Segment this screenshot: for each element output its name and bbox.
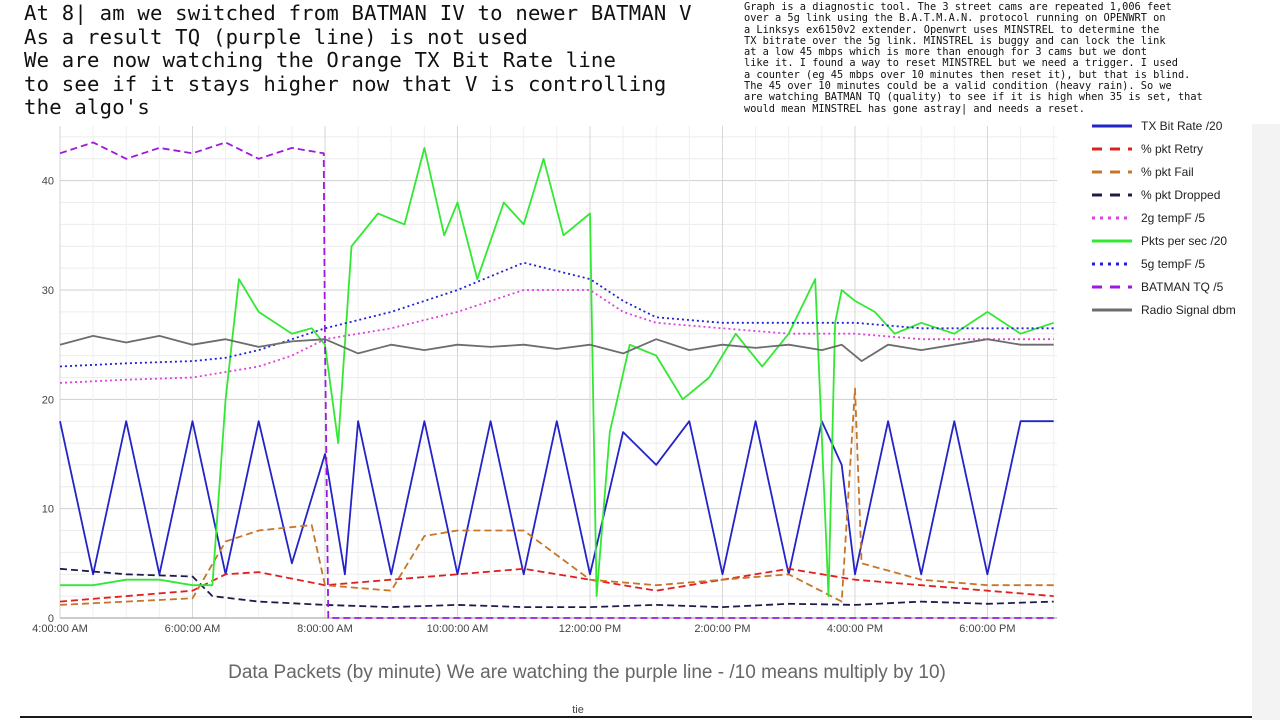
y-axis-ticks: 0 10 20 30 40	[42, 176, 54, 625]
series-line-2g-tempf-5	[59, 289, 1054, 384]
legend-label: BATMAN TQ /5	[1141, 280, 1224, 294]
note-line: The 45 over 10 minutes could be a valid …	[744, 80, 1172, 93]
header-mask	[0, 0, 1280, 124]
note-line: at a low 45 mbps which is more than enou…	[744, 46, 1147, 59]
x-axis-ticks: 4:00:00 AM 6:00:00 AM 8:00:00 AM 10:00:00 A…	[32, 623, 1015, 635]
note-line: like it. I found a way to reset MINSTREL…	[744, 57, 1178, 70]
y-tick-label: 40	[42, 176, 54, 188]
legend-label: % pkt Retry	[1141, 142, 1203, 156]
series-layer	[59, 141, 1054, 619]
annotation-line: the algo's	[24, 95, 150, 119]
x-tick-label: 4:00:00 AM	[32, 623, 88, 635]
series-line-batman-tq-5	[59, 141, 1054, 619]
note-line: a Linksys ex6150v2 extender. Openwrt use…	[744, 23, 1160, 36]
x-tick-label: 10:00:00 AM	[427, 623, 489, 635]
series-line-pkt-fail	[59, 387, 1054, 606]
legend: TX Bit Rate /20 % pkt Retry % pkt Fail % pk…	[1092, 119, 1236, 317]
x-tick-label: 2:00:00 PM	[694, 623, 750, 635]
note-line: TX bitrate over the 5g link. MINSTREL is…	[744, 34, 1166, 47]
legend-label: TX Bit Rate /20	[1141, 119, 1223, 133]
legend-label: Radio Signal dbm	[1141, 303, 1236, 317]
footer-label: tie	[572, 704, 584, 716]
note-line: over a 5g link using the B.A.T.M.A.N. pr…	[744, 12, 1166, 25]
x-tick-label: 12:00:00 PM	[559, 623, 621, 635]
legend-label: 2g tempF /5	[1141, 211, 1205, 225]
x-tick-label: 8:00:00 AM	[297, 623, 353, 635]
series-line-pkt-retry	[59, 567, 1054, 603]
annotation-text: At 8| am we switched from BATMAN IV to n…	[24, 1, 744, 120]
y-tick-label: 10	[42, 504, 54, 516]
plot-background	[0, 120, 1252, 660]
note-line: would mean MINSTREL has gone astray| and…	[744, 102, 1085, 115]
description-note: Graph is a diagnostic tool. The 3 street…	[744, 1, 1264, 115]
legend-label: 5g tempF /5	[1141, 257, 1205, 271]
right-edge-strip	[1252, 124, 1280, 720]
series-line-pkts-per-sec-20	[60, 147, 1054, 597]
note-line: a counter (eg 45 mbps over 10 minutes th…	[744, 68, 1191, 81]
series-line-pkt-dropped	[59, 567, 1054, 608]
annotation-line: to see if it stays higher now that V is …	[24, 71, 667, 96]
legend-label: % pkt Fail	[1141, 165, 1194, 179]
bottom-divider	[20, 716, 1252, 718]
x-tick-label: 6:00:00 AM	[165, 623, 221, 635]
y-tick-label: 30	[42, 285, 54, 297]
legend-label: Pkts per sec /20	[1141, 234, 1227, 248]
chart-caption: Data Packets (by minute) We are watching…	[228, 662, 946, 683]
annotation-line: We are now watching the Orange TX Bit Ra…	[24, 48, 617, 72]
series-line-tx-bit-rate-20	[59, 420, 1054, 576]
y-tick-label: 20	[42, 394, 54, 406]
annotation-line: At 8| am we switched from BATMAN IV to n…	[24, 1, 692, 25]
x-tick-label: 6:00:00 PM	[959, 623, 1015, 635]
note-line: are watching BATMAN TQ (quality) to see …	[744, 91, 1203, 104]
note-line: Graph is a diagnostic tool. The 3 street…	[744, 1, 1172, 13]
series-line-radio-signal-dbm	[59, 335, 1054, 362]
annotation-line: As a result TQ (purple line) is not used	[24, 24, 528, 49]
y-tick-label: 0	[48, 613, 54, 625]
series-line-5g-tempf-5	[59, 261, 1054, 368]
x-tick-label: 4:00:00 PM	[827, 623, 883, 635]
legend-label: % pkt Dropped	[1141, 188, 1220, 202]
